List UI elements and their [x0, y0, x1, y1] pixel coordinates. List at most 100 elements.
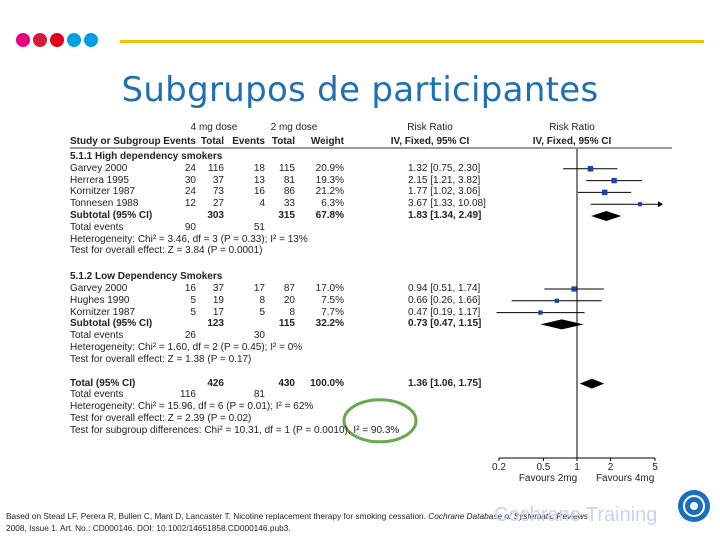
study-name: Kornitzer 1987 — [70, 186, 136, 198]
overall-effect-text: Test for overall effect: Z = 2.39 (P = 0… — [70, 413, 252, 424]
total-2mg: 33 — [283, 198, 295, 210]
subtotal-ci: 1.83 [1.34, 2.49] — [408, 210, 482, 221]
study-name: Herrera 1995 — [70, 174, 129, 186]
total-4mg: 116 — [208, 162, 224, 174]
events-4mg: 5 — [190, 294, 196, 306]
subgroup-label: 5.1.2 Low Dependency Smokers — [70, 271, 223, 283]
total-events-2mg: 51 — [253, 221, 265, 233]
risk-ratio-ci: 3.67 [1.33, 10.08] — [408, 198, 486, 210]
risk-ratio-ci: 0.66 [0.26, 1.66] — [408, 294, 481, 306]
overall-effect-text: Test for overall effect: Z = 3.84 (P = 0… — [70, 245, 263, 257]
study-name: Kornitzer 1987 — [70, 306, 136, 318]
total-2mg: 87 — [283, 283, 295, 294]
decorative-dot — [16, 33, 30, 47]
ci-arrow — [658, 201, 663, 208]
header-events: Events — [232, 136, 265, 147]
subtotal-ci: 0.73 [0.47, 1.15] — [408, 318, 482, 330]
events-2mg: 18 — [253, 162, 265, 174]
header-study: Study or Subgroup — [70, 136, 161, 147]
heterogeneity-text: Heterogeneity: Chi² = 15.96, df = 6 (P =… — [70, 401, 314, 413]
total-events-label: Total events — [70, 330, 124, 342]
risk-ratio-ci: 1.32 [0.75, 2.30] — [408, 162, 481, 174]
subtotal-4mg: 123 — [207, 318, 224, 330]
reference-text: Based on Stead LF, Perera R, Bullen C, M… — [6, 511, 429, 521]
header-risk-ratio: Risk Ratio — [407, 122, 453, 133]
point-estimate — [601, 189, 608, 196]
title-rule — [120, 40, 704, 43]
header-events: Events — [163, 136, 196, 147]
subtotal-2mg: 115 — [278, 318, 295, 330]
weight: 17.0% — [315, 283, 344, 294]
watermark: Cochrane Training — [494, 504, 658, 526]
subgroup-diff-text: Test for subgroup differences: Chi² = 10… — [70, 424, 400, 436]
weight: 20.9% — [315, 162, 344, 174]
header-risk-ratio-plot: Risk Ratio — [549, 122, 595, 133]
point-estimate — [538, 310, 543, 315]
point-estimate — [554, 298, 560, 303]
total-4mg: 27 — [212, 198, 224, 210]
subtotal-4mg: 426 — [207, 377, 224, 389]
heterogeneity-text: Heterogeneity: Chi² = 1.60, df = 2 (P = … — [70, 342, 303, 353]
cochrane-logo — [678, 490, 710, 522]
events-2mg: 13 — [253, 174, 265, 186]
axis-tick-label: 2 — [607, 462, 614, 473]
events-4mg: 24 — [184, 162, 196, 174]
total-events-2mg: 81 — [253, 389, 265, 401]
risk-ratio-ci: 1.77 [1.02, 3.06] — [408, 186, 481, 198]
axis-tick-label: 5 — [652, 462, 658, 473]
point-estimate — [571, 286, 577, 292]
forest-plot: 4 mg dose 2 mg dose Risk Ratio Risk Ratio St… — [62, 118, 678, 498]
events-4mg: 12 — [184, 198, 196, 210]
forest-plot-graphic — [70, 147, 672, 461]
total-events-label: Total events — [70, 389, 124, 401]
weight: 7.7% — [321, 306, 344, 318]
total-2mg: 86 — [283, 186, 295, 198]
total-2mg: 81 — [283, 174, 295, 186]
events-2mg: 16 — [253, 186, 265, 198]
point-estimate — [611, 177, 617, 184]
total-events-label: Total events — [70, 221, 124, 233]
pooled-diamond — [540, 319, 584, 330]
study-name: Hughes 1990 — [70, 294, 130, 306]
study-name: Garvey 2000 — [70, 162, 128, 174]
header-group2: 2 mg dose — [270, 122, 318, 133]
total-events-2mg: 30 — [253, 330, 265, 342]
total-events-4mg: 116 — [180, 389, 196, 401]
risk-ratio-ci: 0.47 [0.19, 1.17] — [408, 306, 481, 318]
subgroup-label: 5.1.1 High dependency smokers — [70, 151, 223, 162]
events-2mg: 17 — [253, 283, 265, 294]
axis-tick-label: 0.2 — [492, 462, 506, 473]
weight: 19.3% — [315, 174, 344, 186]
subtotal-weight: 67.8% — [315, 210, 344, 221]
reference-citation: Based on Stead LF, Perera R, Bullen C, M… — [6, 510, 606, 534]
risk-ratio-ci: 2.15 [1.21, 3.82] — [408, 174, 481, 186]
study-name: Garvey 2000 — [70, 283, 128, 294]
total-2mg: 20 — [283, 294, 295, 306]
header-method-plot: IV, Fixed, 95% CI — [532, 136, 612, 147]
header-group1: 4 mg dose — [190, 122, 238, 133]
subtotal-weight: 32.2% — [315, 318, 344, 330]
events-4mg: 16 — [184, 283, 196, 294]
reference-tail: 2008, Issue 1. Art. No.: CD000146. DOI: … — [6, 523, 291, 533]
total-4mg: 37 — [212, 283, 224, 294]
decorative-dots — [16, 33, 98, 47]
header-total: Total — [200, 136, 224, 147]
favours-right: Favours 4mg — [595, 473, 655, 484]
risk-ratio-ci: 0.94 [0.51, 1.74] — [408, 283, 481, 294]
subtotal-label: Subtotal (95% CI) — [70, 210, 153, 221]
total-4mg: 17 — [212, 306, 224, 318]
pooled-diamond — [591, 211, 622, 221]
study-name: Tonnesen 1988 — [70, 198, 139, 210]
decorative-dot — [50, 33, 64, 47]
subtotal-ci: 1.36 [1.06, 1.75] — [408, 377, 482, 389]
total-4mg: 19 — [212, 294, 224, 306]
weight: 6.3% — [321, 198, 344, 210]
events-4mg: 5 — [190, 306, 196, 318]
axis-tick-label: 1 — [574, 462, 580, 473]
overall-effect-text: Test for overall effect: Z = 1.38 (P = 0… — [70, 353, 252, 365]
decorative-dot — [33, 33, 47, 47]
header-method: IV, Fixed, 95% CI — [390, 136, 470, 147]
subtotal-label: Subtotal (95% CI) — [70, 318, 153, 330]
point-estimate — [587, 166, 594, 172]
events-4mg: 24 — [184, 186, 196, 198]
